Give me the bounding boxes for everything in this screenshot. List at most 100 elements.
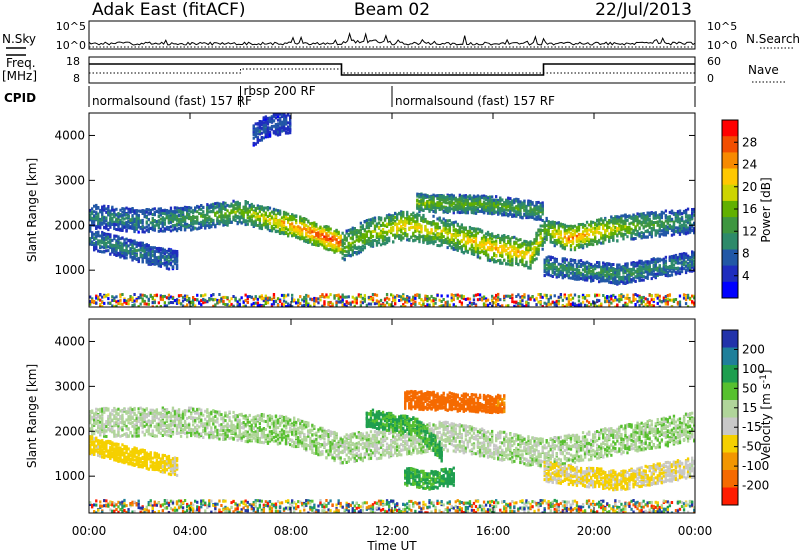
power-cell bbox=[375, 224, 379, 228]
power-cell bbox=[543, 263, 546, 267]
power-noise bbox=[313, 299, 316, 303]
freq-label-line2: [MHz] bbox=[2, 69, 37, 83]
power-cell bbox=[181, 214, 185, 218]
power-cell bbox=[256, 140, 260, 144]
power-cell bbox=[327, 248, 330, 252]
power-cell bbox=[232, 206, 235, 210]
power-cell bbox=[527, 250, 530, 254]
power-cell bbox=[256, 122, 260, 126]
power-cell bbox=[175, 263, 179, 267]
power-cell bbox=[452, 223, 455, 227]
power-cell bbox=[299, 228, 302, 232]
power-cell bbox=[519, 213, 522, 217]
power-cell bbox=[173, 251, 177, 255]
power-cell bbox=[345, 254, 348, 257]
power-cell bbox=[448, 194, 451, 197]
power-cell bbox=[533, 253, 536, 257]
power-cell bbox=[284, 127, 288, 131]
power-cell bbox=[331, 245, 334, 249]
power-cell bbox=[390, 216, 393, 220]
power-noise bbox=[200, 294, 203, 298]
power-cell bbox=[161, 255, 165, 258]
power-cell bbox=[200, 214, 203, 218]
power-cell bbox=[95, 243, 98, 247]
power-cell bbox=[192, 226, 195, 230]
power-cell bbox=[493, 198, 496, 202]
power-cell bbox=[194, 215, 197, 219]
power-cell bbox=[535, 252, 538, 256]
power-cell bbox=[367, 218, 371, 222]
power-cell bbox=[420, 219, 423, 222]
power-cell bbox=[343, 254, 346, 257]
power-cell bbox=[440, 198, 443, 202]
power-cell bbox=[135, 257, 138, 261]
power-cell bbox=[287, 212, 290, 216]
power-cell bbox=[466, 200, 470, 204]
power-cell bbox=[137, 259, 140, 263]
power-cell bbox=[347, 234, 350, 238]
power-cell bbox=[258, 124, 262, 128]
power-cell bbox=[236, 206, 239, 209]
power-cell bbox=[521, 201, 524, 205]
power-cell bbox=[503, 243, 506, 247]
power-cell bbox=[438, 204, 441, 208]
power-noise bbox=[541, 295, 544, 299]
power-noise bbox=[244, 293, 247, 297]
power-cell bbox=[226, 209, 229, 213]
power-noise bbox=[256, 297, 260, 301]
power-cell bbox=[333, 236, 336, 240]
power-cell bbox=[458, 241, 462, 245]
power-cell bbox=[248, 217, 251, 220]
power-cell bbox=[289, 121, 292, 125]
power-cell bbox=[169, 261, 173, 265]
power-cell bbox=[505, 199, 508, 202]
power-cell bbox=[436, 195, 439, 199]
power-cell bbox=[428, 235, 431, 239]
power-noise bbox=[151, 297, 154, 301]
power-cell bbox=[139, 251, 142, 255]
power-cell bbox=[436, 222, 439, 226]
power-cell bbox=[408, 215, 411, 219]
power-cell bbox=[543, 220, 546, 224]
power-cell bbox=[371, 217, 375, 221]
power-cell bbox=[107, 249, 110, 253]
power-cell bbox=[216, 204, 219, 208]
power-noise bbox=[111, 304, 114, 307]
power-cell bbox=[151, 213, 154, 216]
power-cell bbox=[505, 201, 508, 205]
power-cell bbox=[242, 214, 245, 218]
power-noise bbox=[464, 297, 468, 301]
power-cell bbox=[188, 217, 191, 221]
power-cell bbox=[505, 212, 508, 216]
power-noise bbox=[256, 301, 260, 305]
power-cell bbox=[252, 225, 255, 228]
power-cell bbox=[258, 132, 262, 136]
power-noise bbox=[119, 293, 122, 297]
power-cell bbox=[527, 209, 530, 213]
power-noise bbox=[139, 296, 142, 300]
power-cell bbox=[101, 206, 104, 210]
power-noise bbox=[282, 303, 286, 307]
power-cell bbox=[497, 205, 500, 209]
power-cell bbox=[375, 236, 379, 240]
power-cell bbox=[167, 227, 171, 230]
power-cell bbox=[143, 243, 146, 247]
power-cell bbox=[535, 202, 538, 206]
power-cell bbox=[95, 217, 98, 221]
power-cell bbox=[339, 243, 342, 247]
power-cell bbox=[143, 210, 146, 214]
power-cell bbox=[493, 258, 496, 262]
power-cell bbox=[101, 238, 104, 242]
power-cell bbox=[254, 131, 257, 135]
power-cell bbox=[192, 219, 195, 223]
power-cell bbox=[525, 264, 528, 268]
power-cell bbox=[119, 218, 122, 222]
power-noise bbox=[428, 303, 431, 307]
power-cell bbox=[183, 208, 187, 212]
power-noise bbox=[460, 296, 464, 300]
power-cell bbox=[161, 209, 165, 213]
power-cell bbox=[157, 226, 161, 230]
power-cell bbox=[196, 216, 199, 220]
power-cell bbox=[266, 219, 270, 223]
power-cell bbox=[105, 232, 108, 236]
